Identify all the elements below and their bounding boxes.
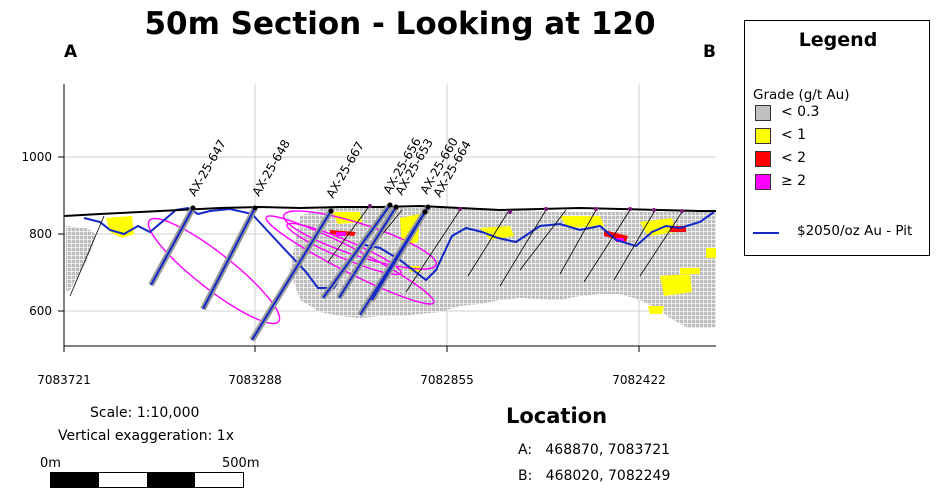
section-start-label: A xyxy=(64,42,78,62)
legend-title: Legend xyxy=(798,29,878,51)
y-tick-label: 800 xyxy=(29,227,52,241)
legend-pit-label: $2050/oz Au - Pit xyxy=(797,223,913,239)
drillhole-label: AX-25-648 xyxy=(249,137,292,198)
legend-label-low: < 0.3 xyxy=(781,104,820,120)
legend-swatch-high xyxy=(755,151,771,167)
topography-line xyxy=(64,204,716,217)
x-tick-label: 7082855 xyxy=(420,373,473,387)
drillhole-label: AX-25-667 xyxy=(323,139,366,200)
drillhole-label: AX-25-647 xyxy=(185,137,228,198)
scalebar-end-label: 500m xyxy=(222,456,260,471)
legend-swatch-mid xyxy=(755,128,771,144)
scalebar-start-label: 0m xyxy=(40,456,61,471)
legend-pit-line xyxy=(753,232,779,234)
historic-collars xyxy=(368,204,684,214)
y-tick-label: 1000 xyxy=(21,150,52,164)
legend-label-vhigh: ≥ 2 xyxy=(781,173,807,189)
legend-swatch-vhigh xyxy=(755,174,771,190)
scale-text: Scale: 1:10,000 xyxy=(90,405,200,421)
legend: Legend Grade (g/t Au) < 0.3 < 1 < 2 ≥ 2 … xyxy=(744,20,930,256)
legend-swatch-low xyxy=(755,105,771,121)
section-title: 50m Section - Looking at 120 xyxy=(144,6,656,42)
reported-drillholes xyxy=(148,202,431,342)
legend-subtitle: Grade (g/t Au) xyxy=(753,87,850,103)
grade-blocks-vhigh xyxy=(336,232,624,242)
historic-drill-traces xyxy=(69,207,683,297)
legend-label-high: < 2 xyxy=(781,150,807,166)
x-tick-label: 7083721 xyxy=(37,373,90,387)
x-tick-label: 7083288 xyxy=(228,373,281,387)
legend-label-mid: < 1 xyxy=(781,127,807,143)
x-tick-label: 7082422 xyxy=(612,373,665,387)
location-a: A: 468870, 7083721 xyxy=(518,442,671,458)
y-tick-label: 600 xyxy=(29,304,52,318)
location-b: B: 468020, 7082249 xyxy=(518,468,671,484)
location-title: Location xyxy=(506,404,608,428)
vertical-exaggeration-text: Vertical exaggeration: 1x xyxy=(58,428,234,444)
section-end-label: B xyxy=(703,42,716,62)
axes xyxy=(58,84,716,352)
scale-bar xyxy=(50,472,244,488)
